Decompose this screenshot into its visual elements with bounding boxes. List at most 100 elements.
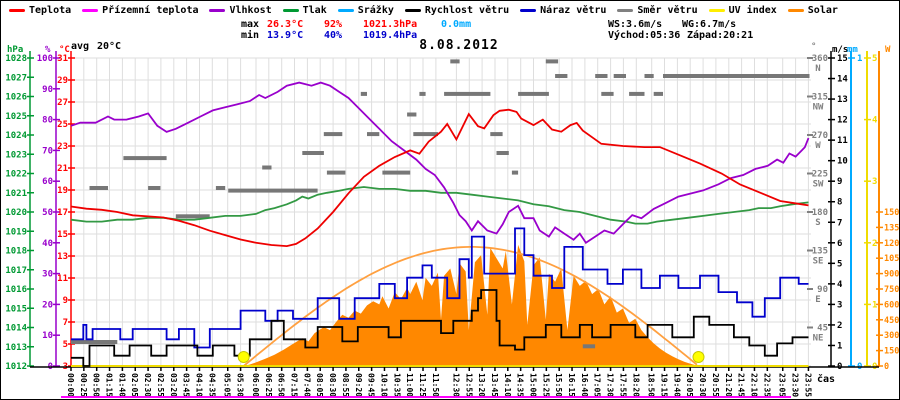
x-axis: 00:00 00:25 00:50 01:15 01:40 02:05 02:30 02:55… [30,366,879,398]
legend-swatch [787,9,804,12]
svg-text:1013: 1013 [5,343,27,353]
svg-text:1050: 1050 [884,254,899,264]
svg-text:5: 5 [837,259,842,269]
svg-text:11: 11 [837,136,848,146]
max-humidity: 92% [324,19,343,30]
svg-text:15: 15 [837,54,848,64]
svg-text:00:50: 00:50 [92,373,101,397]
legend-item-uv-index: UV index [708,5,777,16]
svg-text:315: 315 [812,93,828,103]
svg-text:06:00: 06:00 [251,373,260,397]
wind-gust-series [71,227,809,349]
svg-text:1021: 1021 [5,189,27,199]
svg-text:23:30: 23:30 [791,373,800,397]
svg-text:19:15: 19:15 [660,373,669,397]
svg-text:01:15: 01:15 [105,373,114,397]
legend-item-solar: Solar [787,5,838,16]
svg-text:1017: 1017 [5,266,27,276]
legend-swatch [9,9,25,12]
legend-label: Směr větru [637,5,698,16]
svg-text:50: 50 [42,208,53,218]
svg-text:225: 225 [812,170,828,180]
sunset-time: Západ:20:21 [687,30,754,41]
legend-swatch [404,9,421,12]
svg-text:3: 3 [837,300,842,310]
wind-direction-scatter [71,59,810,349]
svg-text:300: 300 [884,331,899,341]
max-temp: 26.3°C [267,19,304,30]
svg-text:11:50: 11:50 [431,373,440,397]
legend-label: Teplota [29,5,72,16]
svg-text:18:20: 18:20 [631,373,640,397]
svg-text:SW: SW [813,180,824,190]
sun-markers [237,351,705,363]
svg-text:1022: 1022 [5,170,27,180]
svg-text:02:55: 02:55 [156,373,165,397]
legend-swatch [520,9,537,12]
legend-item-rychlost-v-tru: Rychlost větru [404,5,509,16]
svg-text:17:30: 17:30 [606,373,615,397]
legend-item-sr-ky: Srážky [337,5,394,16]
svg-text:4: 4 [837,280,843,290]
svg-text:00:00: 00:00 [66,373,75,397]
legend-label: Tlak [302,5,327,16]
svg-text:80: 80 [42,116,53,126]
svg-text:09:45: 09:45 [367,373,376,397]
legend-swatch [209,9,226,12]
svg-text:360: 360 [812,54,828,64]
svg-text:11: 11 [57,274,68,284]
svg-text:13: 13 [57,252,68,262]
svg-text:14: 14 [837,75,848,85]
svg-text:19:40: 19:40 [672,373,681,397]
svg-text:21:45: 21:45 [737,373,746,397]
svg-text:14:35: 14:35 [516,373,525,397]
svg-text:0: 0 [884,362,889,372]
svg-text:1025: 1025 [5,112,27,122]
svg-text:00:25: 00:25 [79,373,88,397]
rain-total: 0.0mm [441,19,472,30]
svg-text:270: 270 [812,131,828,141]
legend-item-sm-r-v-tru: Směr větru [617,5,698,16]
svg-text:23: 23 [57,142,68,152]
svg-text:04:35: 04:35 [207,373,216,397]
svg-text:16:15: 16:15 [567,373,576,397]
svg-text:1023: 1023 [5,150,27,160]
wind-gust-max: WG:6.7m/s [682,19,737,30]
svg-text:1: 1 [872,300,877,310]
svg-text:NW: NW [813,103,824,113]
svg-text:1012: 1012 [5,362,27,372]
svg-text:750: 750 [884,285,899,295]
sunrise-marker [237,351,250,363]
svg-text:%: % [45,45,51,55]
svg-text:23:05: 23:05 [778,373,787,397]
svg-text:12:55: 12:55 [464,373,473,397]
svg-text:100: 100 [37,54,53,64]
legend-label: Srážky [357,5,394,16]
svg-text:15:50: 15:50 [554,373,563,397]
svg-text:5: 5 [872,54,877,64]
max-label: max [241,19,260,30]
max-pressure: 1021.3hPa [363,19,418,30]
pressure-series [70,186,809,225]
svg-text:17: 17 [57,208,68,218]
svg-text:N: N [815,64,820,74]
legend-swatch [337,9,354,12]
svg-text:180: 180 [812,208,828,218]
svg-text:08:30: 08:30 [328,373,337,397]
svg-text:W: W [885,45,891,55]
legend-label: Vlhkost [229,5,272,16]
svg-text:09:20: 09:20 [354,373,363,397]
svg-text:21: 21 [57,164,68,174]
svg-text:45: 45 [817,324,828,334]
svg-text:9: 9 [837,177,842,187]
svg-text:07:15: 07:15 [290,373,299,397]
legend: Teplota Přízemní teplota Vlhkost Tlak Srážky… [9,5,838,16]
svg-text:9: 9 [63,296,68,306]
legend-label: UV index [728,5,777,16]
min-temp: 13.9°C [267,30,304,41]
svg-text:5: 5 [63,340,68,350]
svg-text:70: 70 [42,146,53,156]
svg-text:1015: 1015 [5,304,27,314]
